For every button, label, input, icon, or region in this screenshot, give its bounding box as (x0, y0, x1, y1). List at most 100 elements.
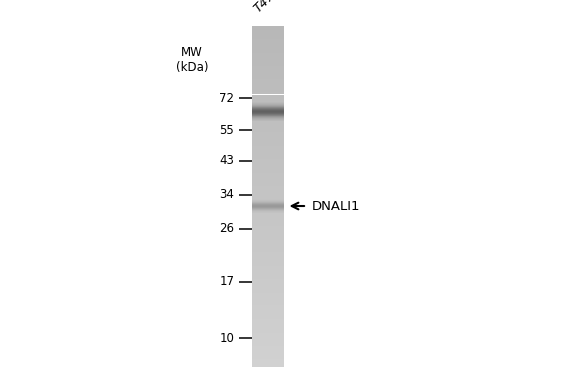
Bar (251, 206, 284, 207)
Bar (251, 38, 284, 39)
Bar (251, 210, 284, 211)
Bar (251, 280, 284, 282)
Bar (251, 350, 284, 351)
Bar (251, 354, 284, 355)
Bar (251, 53, 284, 54)
Bar (251, 300, 284, 301)
Bar (251, 79, 284, 80)
Text: 43: 43 (219, 154, 234, 167)
Bar (251, 191, 284, 192)
Bar (251, 139, 284, 140)
Bar (251, 214, 284, 215)
Bar (251, 207, 284, 208)
Bar (251, 170, 284, 172)
Bar (251, 341, 284, 342)
Bar (251, 303, 284, 304)
Bar (251, 286, 284, 287)
Bar (251, 228, 284, 229)
Bar (251, 98, 284, 99)
Bar (251, 358, 284, 359)
Bar (251, 136, 284, 138)
Bar (251, 107, 284, 108)
Bar (251, 362, 284, 363)
Bar (251, 203, 284, 204)
Bar (251, 218, 284, 219)
Bar (251, 173, 284, 174)
Bar (251, 337, 284, 338)
Bar (251, 43, 284, 45)
Bar (251, 187, 284, 189)
Bar (251, 97, 284, 98)
Bar (251, 40, 284, 41)
Bar (251, 282, 284, 283)
Bar (251, 339, 284, 341)
Bar (251, 317, 284, 318)
Bar (251, 180, 284, 181)
Bar (251, 166, 284, 167)
Bar (251, 246, 284, 248)
Bar (251, 202, 284, 203)
Bar (251, 152, 284, 153)
Bar (251, 58, 284, 59)
Bar (251, 116, 284, 117)
Bar (251, 198, 284, 199)
Bar (251, 263, 284, 265)
Bar (251, 270, 284, 271)
Bar (251, 64, 284, 65)
Bar (251, 330, 284, 332)
Bar (251, 301, 284, 302)
Bar (251, 84, 284, 85)
Bar (251, 140, 284, 141)
Bar (251, 50, 284, 51)
Bar (251, 239, 284, 240)
Bar (251, 312, 284, 313)
Bar (251, 215, 284, 216)
Bar (251, 143, 284, 144)
Bar (251, 36, 284, 37)
Bar (251, 66, 284, 67)
Bar (251, 51, 284, 53)
Bar (251, 184, 284, 185)
Bar (251, 309, 284, 310)
Bar (251, 62, 284, 63)
Bar (251, 347, 284, 349)
Bar (251, 96, 284, 97)
Bar (251, 131, 284, 132)
Bar (251, 324, 284, 325)
Bar (251, 288, 284, 290)
Text: MW
(kDa): MW (kDa) (176, 46, 208, 74)
Bar (251, 219, 284, 220)
Bar (251, 174, 284, 175)
Bar (251, 242, 284, 243)
Bar (251, 147, 284, 148)
Bar (251, 252, 284, 253)
Bar (251, 33, 284, 34)
Bar (251, 295, 284, 296)
Bar (251, 29, 284, 30)
Bar (251, 241, 284, 242)
Bar (251, 308, 284, 309)
Bar (251, 67, 284, 68)
Text: T47D: T47D (251, 0, 284, 15)
Bar (251, 112, 284, 113)
Bar (251, 240, 284, 241)
Bar (251, 284, 284, 285)
Bar (251, 314, 284, 316)
Bar (251, 118, 284, 119)
Bar (251, 178, 284, 180)
Bar (251, 294, 284, 295)
Bar (251, 313, 284, 314)
Bar (251, 233, 284, 234)
Bar (251, 150, 284, 151)
Bar (251, 32, 284, 33)
Bar (251, 346, 284, 347)
Bar (251, 90, 284, 91)
Bar (251, 248, 284, 249)
Bar (251, 75, 284, 76)
Bar (251, 366, 284, 367)
Bar (251, 326, 284, 327)
Bar (251, 99, 284, 100)
Bar (251, 190, 284, 191)
Bar (251, 146, 284, 147)
Bar (251, 204, 284, 206)
